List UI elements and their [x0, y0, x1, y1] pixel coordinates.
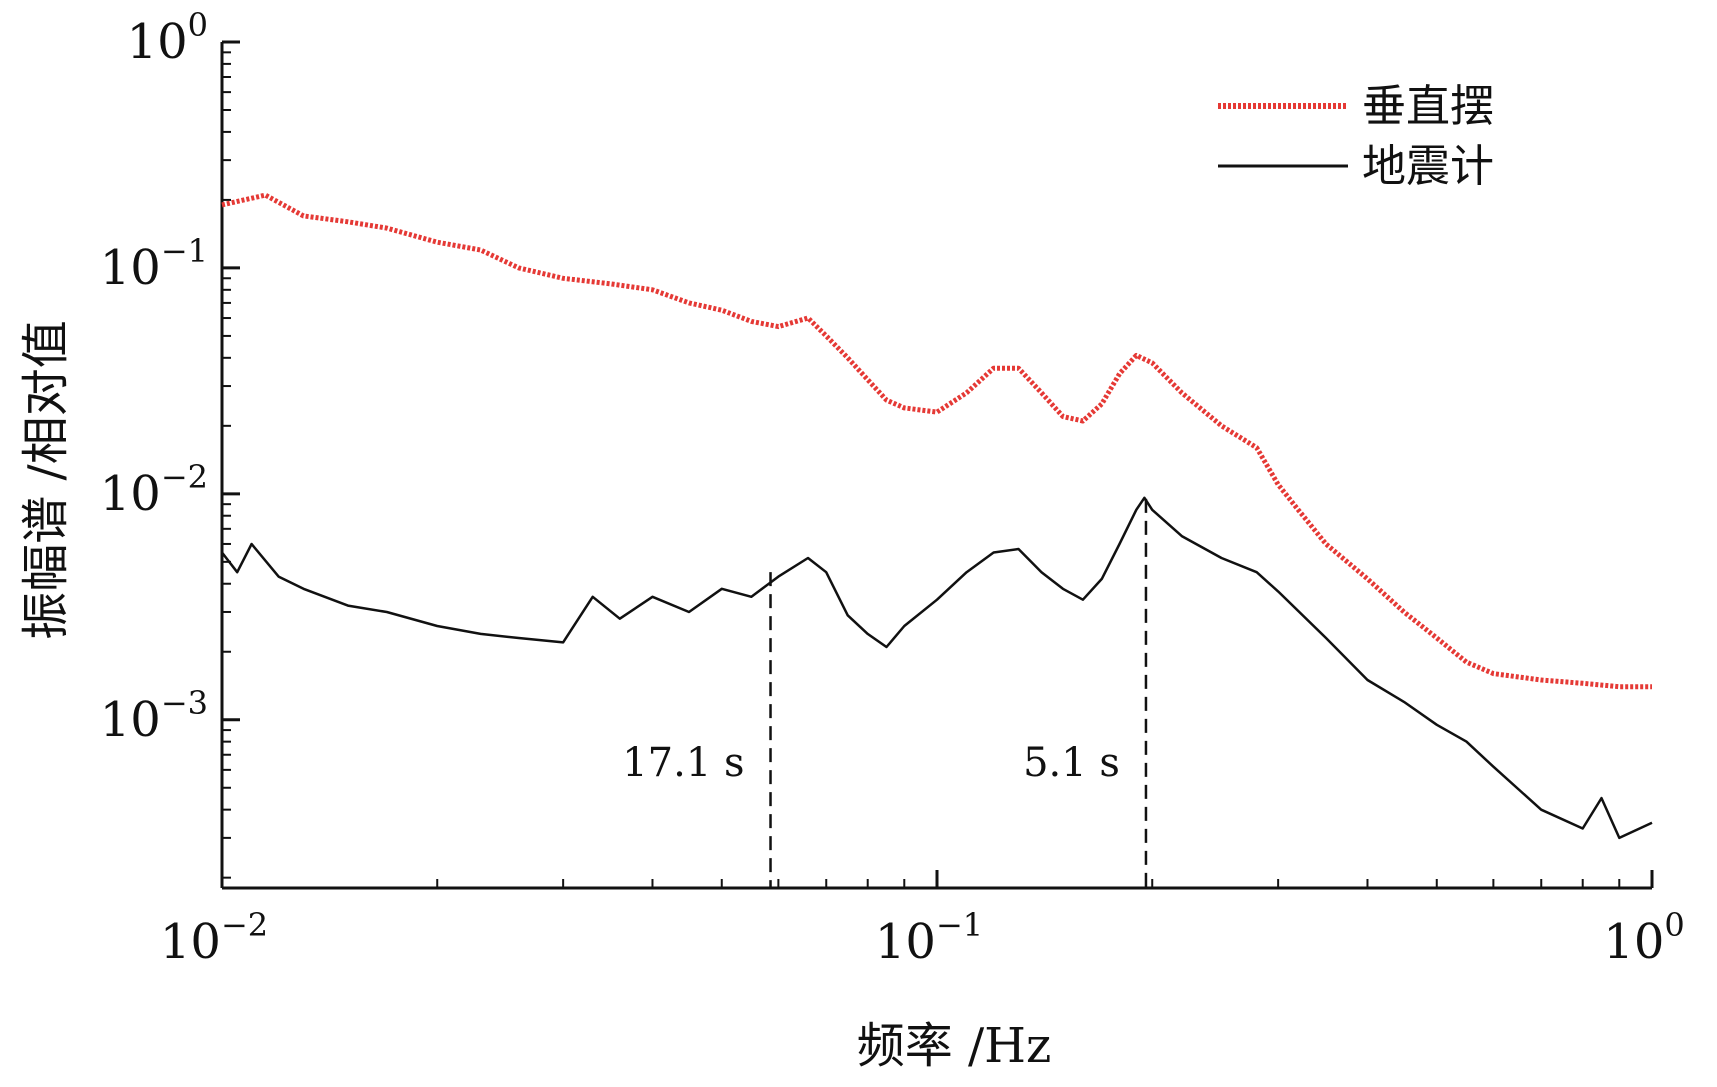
- period-label: 17.1 s: [622, 740, 744, 786]
- annotations: 17.1 s 5.1 s: [622, 498, 1148, 888]
- x-tick-label: 10−1: [875, 906, 983, 970]
- series-line-vertical-pendulum: [221, 192, 1652, 690]
- y-tick-label: 10−1: [100, 232, 208, 296]
- y-tick-label: 10−3: [100, 684, 208, 748]
- y-tick-label: 10−2: [100, 458, 208, 522]
- period-label: 5.1 s: [1023, 740, 1120, 786]
- axis-titles: 频率 /Hz 振幅谱 /相对值: [18, 320, 1051, 1074]
- legend-label: 地震计: [1362, 141, 1494, 192]
- x-tick-label: 100: [1603, 906, 1684, 970]
- y-tick-label: 100: [127, 6, 208, 70]
- series-line-seismometer: [221, 496, 1653, 840]
- x-tick-label: 10−2: [160, 906, 268, 970]
- x-axis-label: 频率 /Hz: [857, 1018, 1052, 1074]
- y-axis-label: 振幅谱 /相对值: [18, 320, 74, 639]
- legend-label: 垂直摆: [1362, 81, 1494, 132]
- axes: 10−2 10−1 100 100 10−1 10−2 10−3: [100, 6, 1685, 970]
- series-layer: [221, 192, 1653, 840]
